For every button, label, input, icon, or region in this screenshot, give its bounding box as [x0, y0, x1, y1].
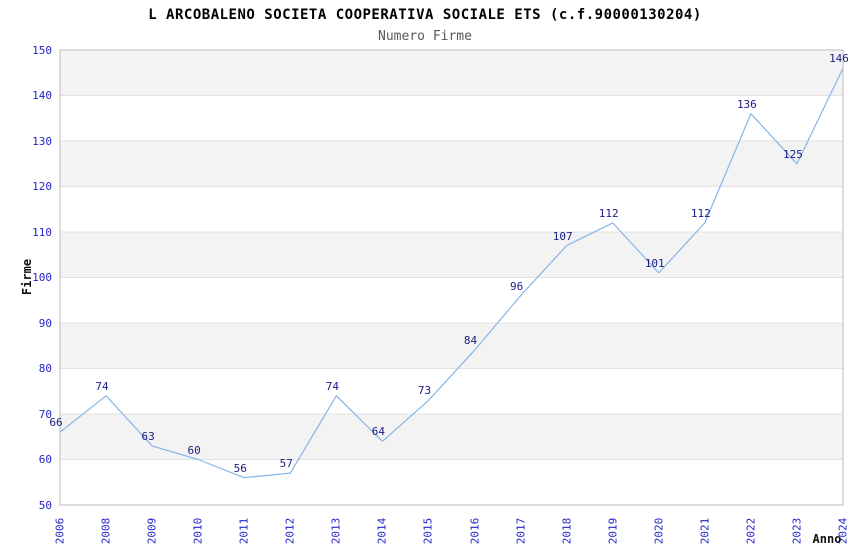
data-point-value-label: 107 — [552, 229, 573, 243]
y-tick-label: 80 — [38, 362, 52, 375]
data-point-value-label: 125 — [783, 147, 803, 161]
data-point-value-label: 64 — [371, 425, 386, 439]
x-tick-label: 2006 — [53, 517, 67, 545]
x-tick-label: 2014 — [375, 517, 389, 545]
x-tick-label: 2019 — [606, 517, 620, 545]
chart-subtitle: Numero Firme — [378, 29, 472, 44]
plot-band — [60, 50, 843, 96]
x-tick-label: 2013 — [329, 517, 343, 545]
x-tick-label: 2023 — [790, 517, 804, 545]
data-point-value-label: 60 — [187, 443, 201, 457]
data-point-value-label: 112 — [598, 206, 619, 220]
data-point-value-label: 96 — [509, 279, 524, 293]
data-point-value-label: 73 — [417, 384, 432, 398]
plot-band — [60, 414, 843, 460]
y-tick-label: 110 — [32, 225, 52, 239]
x-axis-title: Anno — [812, 532, 842, 546]
x-tick-label: 2009 — [145, 517, 159, 545]
x-tick-label: 2022 — [744, 517, 758, 545]
y-tick-label: 70 — [38, 407, 52, 421]
x-tick-label: 2010 — [191, 517, 205, 545]
x-tick-label: 2011 — [237, 517, 251, 545]
data-point-value-label: 74 — [325, 379, 339, 393]
data-point-value-label: 56 — [233, 461, 247, 475]
data-point-value-label: 74 — [95, 379, 109, 393]
data-point-value-label: 63 — [141, 429, 155, 443]
y-tick-label: 90 — [38, 316, 52, 330]
data-point-value-label: 112 — [690, 206, 711, 220]
x-tick-label: 2021 — [698, 517, 712, 545]
y-tick-label: 60 — [38, 453, 52, 466]
x-tick-label: 2008 — [99, 517, 113, 545]
y-tick-label: 120 — [32, 180, 52, 193]
x-tick-label: 2018 — [560, 517, 574, 545]
y-tick-label: 140 — [32, 89, 52, 102]
data-point-value-label: 57 — [279, 457, 293, 471]
data-point-value-label: 66 — [49, 416, 63, 430]
data-point-value-label: 84 — [463, 334, 478, 348]
y-tick-label: 100 — [32, 271, 52, 284]
chart-title: L ARCOBALENO SOCIETA COOPERATIVA SOCIALE… — [148, 7, 702, 23]
x-tick-label: 2016 — [468, 517, 482, 545]
x-tick-label: 2012 — [283, 517, 297, 545]
plot-band — [60, 323, 843, 369]
x-tick-label: 2015 — [421, 517, 435, 545]
series-line — [59, 67, 844, 479]
x-tick-label: 2020 — [652, 517, 666, 545]
y-axis-title: Firme — [20, 258, 34, 296]
data-point-value-label: 146 — [829, 52, 849, 66]
plot-band — [60, 141, 843, 187]
y-tick-label: 50 — [38, 498, 52, 512]
y-tick-label: 150 — [32, 43, 52, 57]
data-point-value-label: 136 — [736, 97, 757, 111]
y-tick-label: 130 — [32, 134, 52, 148]
data-point-value-label: 101 — [644, 256, 665, 270]
plot-band — [60, 232, 843, 278]
x-tick-label: 2017 — [514, 517, 528, 545]
plot-border — [59, 49, 844, 506]
